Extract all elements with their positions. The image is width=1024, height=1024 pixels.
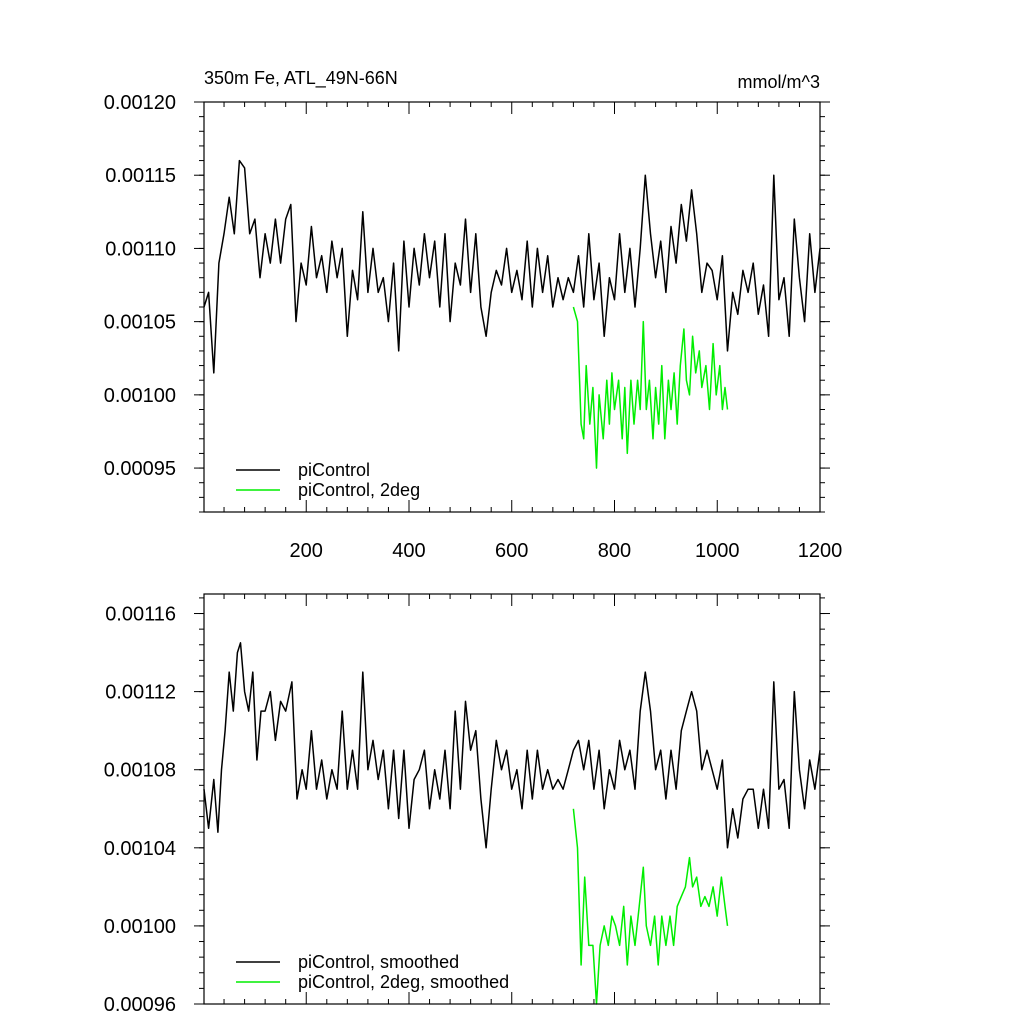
y-tick-label: 0.00100 — [104, 385, 176, 407]
series-line-picontrol-2deg — [572, 808, 729, 1005]
chart-title: 350m Fe, ATL_49N-66N — [204, 68, 398, 89]
y-tick-label: 0.00115 — [105, 165, 176, 187]
legend-label-picontrol: piControl — [298, 460, 370, 480]
y-tick-label: 0.00095 — [104, 458, 176, 480]
y-tick-label: 0.00096 — [104, 994, 176, 1016]
axis-ticks-top: 200 400 600 800 1000 1200 0.00095 0.00100 0.0010… — [104, 92, 843, 562]
x-tick-label: 1200 — [798, 540, 843, 562]
legend-label-picontrol-smoothed: piControl, smoothed — [298, 952, 459, 972]
series-line-picontrol-2deg — [572, 306, 729, 469]
plot-frame-bottom — [203, 593, 821, 1005]
panel-top: 350m Fe, ATL_49N-66N mmol/m^3 200 400 600 8… — [104, 68, 843, 562]
series-line-picontrol — [203, 159, 821, 374]
y-tick-label: 0.00116 — [105, 604, 176, 626]
x-tick-label: 1000 — [695, 540, 740, 562]
legend-top: piControl piControl, 2deg — [236, 460, 420, 500]
legend-bottom: piControl, smoothed piControl, 2deg, smo… — [236, 952, 509, 992]
y-tick-label: 0.00100 — [104, 916, 176, 938]
units-label: mmol/m^3 — [738, 72, 820, 92]
legend-label-picontrol-2deg-smoothed: piControl, 2deg, smoothed — [298, 972, 509, 992]
series-layer-top — [203, 159, 821, 469]
x-tick-label: 200 — [290, 540, 323, 562]
x-tick-label: 400 — [392, 540, 425, 562]
legend-label-picontrol-2deg: piControl, 2deg — [298, 480, 420, 500]
series-line-picontrol — [203, 642, 821, 849]
y-tick-label: 0.00110 — [105, 238, 176, 260]
y-tick-label: 0.00120 — [104, 92, 176, 114]
y-tick-label: 0.00112 — [105, 682, 176, 704]
plot-frame-top — [203, 101, 821, 513]
x-tick-label: 600 — [495, 540, 528, 562]
x-tick-label: 800 — [598, 540, 631, 562]
panel-bottom: 0.00096 0.00100 0.00104 0.00108 0.00112 0.001… — [104, 593, 830, 1016]
y-tick-label: 0.00105 — [104, 312, 176, 334]
axis-ticks-bottom: 0.00096 0.00100 0.00104 0.00108 0.00112 0.001… — [104, 594, 830, 1016]
y-tick-label: 0.00108 — [104, 760, 176, 782]
series-layer-bottom — [203, 642, 821, 1005]
y-tick-label: 0.00104 — [104, 838, 176, 860]
